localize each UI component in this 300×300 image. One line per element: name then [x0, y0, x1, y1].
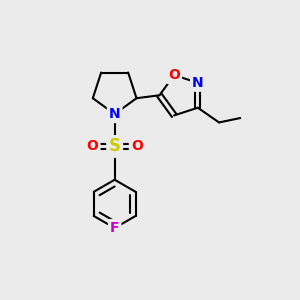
Text: O: O	[87, 140, 98, 154]
Text: O: O	[168, 68, 180, 82]
Text: O: O	[131, 140, 143, 154]
Text: N: N	[109, 107, 121, 121]
Text: S: S	[109, 137, 121, 155]
Text: F: F	[110, 221, 119, 235]
Text: N: N	[192, 76, 204, 90]
